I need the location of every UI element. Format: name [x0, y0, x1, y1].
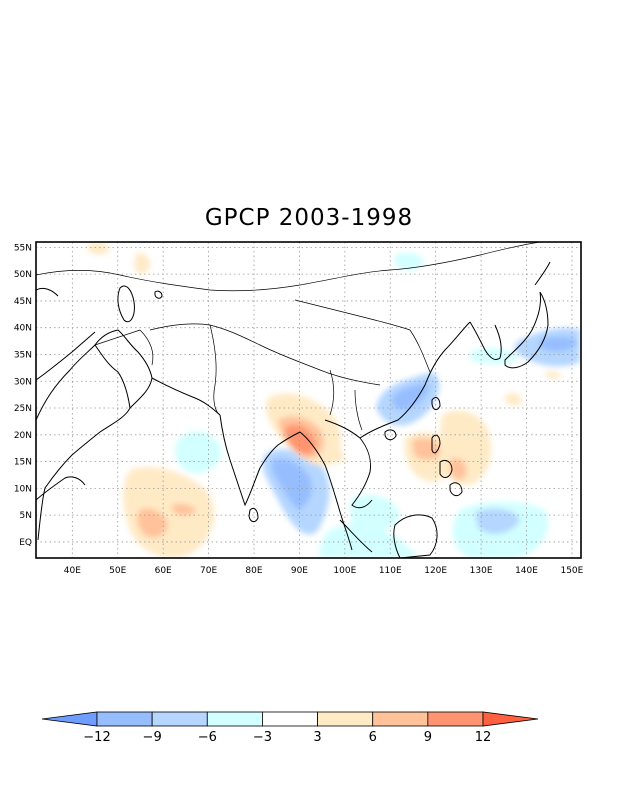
colorbar-label: 9: [424, 730, 432, 745]
colorbar-swatch: [96, 711, 153, 727]
positive-anomaly-region: [88, 242, 110, 255]
positive-anomaly-region: [505, 393, 522, 406]
lat-tick-label: 40N: [14, 324, 32, 334]
lon-tick-label: 60E: [155, 566, 172, 576]
positive-anomaly-region: [172, 503, 196, 516]
positive-anomaly-region: [450, 458, 467, 481]
lat-tick-label: 5N: [20, 511, 32, 521]
lon-tick-label: 70E: [200, 566, 217, 576]
colorbar-label: −12: [83, 730, 110, 745]
lat-tick-label: 15N: [14, 458, 32, 468]
colorbar-swatch: [317, 711, 374, 727]
country-borders: [36, 242, 541, 431]
anomaly-shading: [88, 242, 580, 558]
lat-tick-label: 10N: [14, 484, 32, 494]
lon-tick-label: 110E: [379, 566, 402, 576]
positive-anomaly-region: [135, 253, 150, 275]
colorbar-low-arrow: [41, 711, 98, 727]
colorbar-label: 3: [313, 730, 321, 745]
coastlines: [36, 261, 551, 558]
negative-anomaly-region: [272, 458, 312, 510]
lon-tick-label: 50E: [109, 566, 126, 576]
lat-tick-label: EQ: [19, 538, 32, 548]
negative-anomaly-region: [392, 383, 429, 410]
positive-anomaly-region: [137, 508, 168, 538]
positive-anomaly-region: [545, 371, 562, 379]
lon-tick-label: 130E: [470, 566, 493, 576]
lat-tick-label: 20N: [14, 431, 32, 441]
colorbar-label: −3: [253, 730, 272, 745]
colorbar-swatch: [262, 711, 318, 727]
lat-tick-label: 50N: [14, 270, 32, 280]
lon-tick-label: 150E: [560, 566, 583, 576]
longitude-tick-labels: 40E 50E 60E 70E 80E 90E 100E 110E 120E 130E 140E 15…: [64, 566, 584, 576]
lon-tick-label: 140E: [515, 566, 538, 576]
colorbar-label: 12: [475, 730, 492, 745]
positive-anomaly-region: [412, 438, 442, 460]
lat-tick-label: 55N: [14, 243, 32, 253]
negative-anomaly-region: [319, 524, 420, 558]
colorbar: −12 −9 −6 −3 3 6 9 12: [41, 711, 539, 745]
lat-tick-label: 25N: [14, 404, 32, 414]
negative-anomaly-region: [540, 336, 578, 352]
colorbar-swatch: [372, 711, 429, 727]
lon-tick-label: 100E: [333, 566, 356, 576]
negative-anomaly-region: [395, 252, 425, 270]
colorbar-swatch: [427, 711, 484, 727]
colorbar-high-arrow: [482, 711, 539, 727]
lon-tick-label: 80E: [245, 566, 262, 576]
negative-anomaly-region: [174, 431, 222, 474]
map-frame: [35, 241, 582, 559]
colorbar-label: −9: [143, 730, 162, 745]
colorbar-swatch: [151, 711, 208, 727]
positive-anomaly-region: [325, 446, 345, 463]
lon-tick-label: 90E: [291, 566, 308, 576]
lat-tick-label: 45N: [14, 297, 32, 307]
colorbar-swatch: [206, 711, 263, 727]
positive-anomaly-region: [123, 466, 215, 558]
colorbar-label: 6: [369, 730, 377, 745]
latitude-tick-labels: EQ 5N 10N 15N 20N 25N 30N 35N 40N 45N 50N 55N: [14, 243, 32, 548]
lat-tick-label: 30N: [14, 377, 32, 387]
negative-anomaly-region: [470, 348, 520, 365]
lat-tick-label: 35N: [14, 350, 32, 360]
lat-lon-grid: [36, 242, 581, 558]
positive-anomaly-region: [284, 424, 316, 455]
negative-anomaly-region: [350, 495, 400, 533]
colorbar-label: −6: [198, 730, 217, 745]
map-title: GPCP 2003-1998: [204, 205, 414, 231]
lon-tick-label: 40E: [64, 566, 81, 576]
lon-tick-label: 120E: [424, 566, 447, 576]
